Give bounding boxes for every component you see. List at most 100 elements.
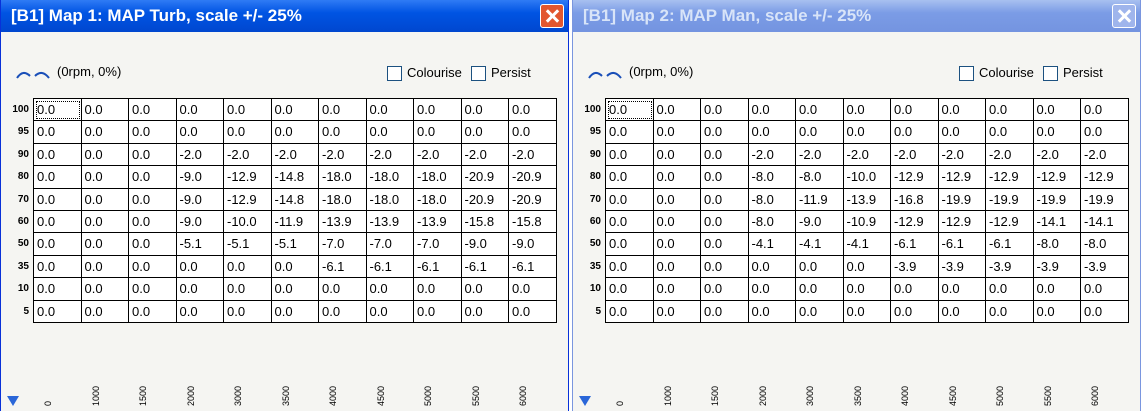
table-cell[interactable]: -2.0 — [796, 143, 844, 167]
table-cell[interactable]: 0.0 — [176, 121, 224, 144]
table-cell[interactable]: 0.0 — [509, 300, 557, 323]
table-cell[interactable]: -12.9 — [1081, 166, 1129, 189]
table-cell[interactable]: 0.0 — [986, 121, 1034, 144]
table-cell[interactable]: 0.0 — [843, 99, 891, 122]
table-cell[interactable]: 0.0 — [938, 278, 986, 301]
table-cell[interactable]: -5.1 — [176, 233, 224, 256]
table-cell[interactable]: -4.1 — [748, 233, 796, 256]
table-cell[interactable]: 0.0 — [81, 121, 129, 144]
table-cell[interactable]: 0.0 — [414, 278, 462, 301]
table-cell[interactable]: -12.9 — [1033, 166, 1081, 189]
table-cell[interactable]: -12.9 — [938, 211, 986, 234]
table-cell[interactable]: 0.0 — [748, 121, 796, 144]
table-cell[interactable]: 0.0 — [796, 300, 844, 323]
undo-redo-icons[interactable] — [15, 68, 51, 80]
table-cell[interactable]: 0.0 — [224, 99, 272, 122]
table-cell[interactable]: 0.0 — [606, 211, 654, 234]
table-cell[interactable]: -3.9 — [986, 255, 1034, 279]
table-cell[interactable]: -13.9 — [366, 211, 414, 234]
table-cell[interactable]: 0.0 — [81, 255, 129, 279]
persist-checkbox[interactable] — [1043, 66, 1058, 81]
table-cell[interactable]: 0.0 — [271, 300, 319, 323]
table-cell[interactable]: 0.0 — [414, 300, 462, 323]
table-cell[interactable]: -18.0 — [366, 166, 414, 189]
table-cell[interactable]: 0.0 — [224, 255, 272, 279]
table-cell[interactable]: -13.9 — [319, 211, 367, 234]
table-cell[interactable]: 0.0 — [606, 255, 654, 279]
table-cell[interactable]: 0.0 — [34, 99, 82, 122]
table-cell[interactable]: -6.1 — [319, 255, 367, 279]
table-cell[interactable]: 0.0 — [748, 99, 796, 122]
table-cell[interactable]: 0.0 — [129, 211, 177, 234]
table-cell[interactable]: 0.0 — [34, 121, 82, 144]
table-cell[interactable]: 0.0 — [606, 300, 654, 323]
table-cell[interactable]: -6.1 — [366, 255, 414, 279]
table-cell[interactable]: 0.0 — [34, 188, 82, 211]
table-cell[interactable]: 0.0 — [129, 278, 177, 301]
table-cell[interactable]: 0.0 — [938, 99, 986, 122]
table-cell[interactable]: 0.0 — [414, 99, 462, 122]
table-cell[interactable]: 0.0 — [1081, 300, 1129, 323]
table-cell[interactable]: -16.8 — [891, 188, 939, 211]
table-cell[interactable]: -10.0 — [843, 166, 891, 189]
table-cell[interactable]: -4.1 — [796, 233, 844, 256]
table-cell[interactable]: 0.0 — [34, 166, 82, 189]
table-cell[interactable]: -12.9 — [986, 166, 1034, 189]
table-cell[interactable]: -3.9 — [938, 255, 986, 279]
table-cell[interactable]: 0.0 — [176, 99, 224, 122]
table-cell[interactable]: 0.0 — [843, 255, 891, 279]
table-cell[interactable]: 0.0 — [129, 143, 177, 167]
colourise-checkbox[interactable] — [959, 66, 974, 81]
table-cell[interactable]: -6.1 — [414, 255, 462, 279]
table-cell[interactable]: 0.0 — [1033, 121, 1081, 144]
table-cell[interactable]: 0.0 — [176, 278, 224, 301]
table-cell[interactable]: 0.0 — [509, 121, 557, 144]
scroll-arrow[interactable] — [7, 396, 19, 406]
table-cell[interactable]: 0.0 — [461, 99, 509, 122]
table-cell[interactable]: -6.1 — [891, 233, 939, 256]
table-cell[interactable]: 0.0 — [701, 300, 749, 323]
table-cell[interactable]: -3.9 — [1033, 255, 1081, 279]
table-cell[interactable]: 0.0 — [461, 278, 509, 301]
table-cell[interactable]: 0.0 — [81, 211, 129, 234]
table-cell[interactable]: -2.0 — [271, 143, 319, 167]
table-cell[interactable]: -10.0 — [224, 211, 272, 234]
table-cell[interactable]: 0.0 — [748, 300, 796, 323]
table-cell[interactable]: -12.9 — [986, 211, 1034, 234]
table-cell[interactable]: 0.0 — [319, 121, 367, 144]
table-cell[interactable]: 0.0 — [366, 121, 414, 144]
table-cell[interactable]: -8.0 — [748, 166, 796, 189]
table-cell[interactable]: 0.0 — [319, 99, 367, 122]
table-cell[interactable]: 0.0 — [1081, 99, 1129, 122]
table-cell[interactable]: -2.0 — [176, 143, 224, 167]
table-cell[interactable]: 0.0 — [129, 188, 177, 211]
table-cell[interactable]: 0.0 — [1033, 300, 1081, 323]
table-cell[interactable]: 0.0 — [414, 121, 462, 144]
table-cell[interactable]: -8.0 — [748, 188, 796, 211]
table-cell[interactable]: -2.0 — [748, 143, 796, 167]
table-cell[interactable]: 0.0 — [701, 166, 749, 189]
table-cell[interactable]: 0.0 — [938, 121, 986, 144]
table-cell[interactable]: -2.0 — [986, 143, 1034, 167]
table-cell[interactable]: -12.9 — [224, 188, 272, 211]
table-cell[interactable]: 0.0 — [701, 211, 749, 234]
table-cell[interactable]: 0.0 — [653, 300, 701, 323]
table-cell[interactable]: 0.0 — [653, 255, 701, 279]
table-cell[interactable]: 0.0 — [81, 188, 129, 211]
table-cell[interactable]: 0.0 — [81, 143, 129, 167]
table-cell[interactable]: -18.0 — [414, 166, 462, 189]
table-cell[interactable]: 0.0 — [366, 300, 414, 323]
table-cell[interactable]: 0.0 — [843, 300, 891, 323]
table-cell[interactable]: 0.0 — [606, 278, 654, 301]
table-cell[interactable]: -2.0 — [891, 143, 939, 167]
table-cell[interactable]: -12.9 — [891, 166, 939, 189]
table-cell[interactable]: 0.0 — [653, 99, 701, 122]
table-cell[interactable]: -7.0 — [414, 233, 462, 256]
table-cell[interactable]: -6.1 — [461, 255, 509, 279]
table-cell[interactable]: 0.0 — [938, 300, 986, 323]
table-cell[interactable]: -15.8 — [509, 211, 557, 234]
table-cell[interactable]: 0.0 — [986, 99, 1034, 122]
table-cell[interactable]: 0.0 — [701, 278, 749, 301]
table-cell[interactable]: 0.0 — [81, 99, 129, 122]
table-cell[interactable]: 0.0 — [891, 278, 939, 301]
